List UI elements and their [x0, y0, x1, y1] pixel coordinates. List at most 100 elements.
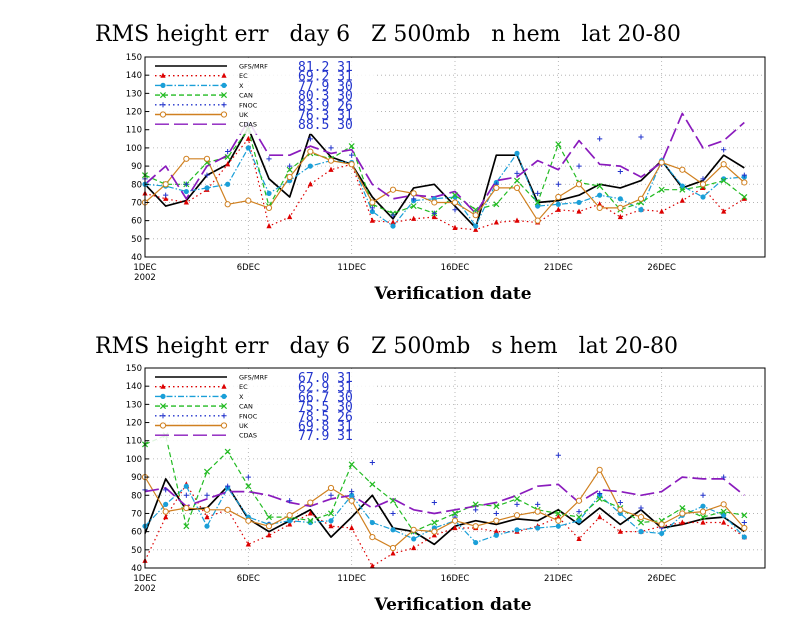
plus-marker [287, 498, 293, 504]
cross-marker [720, 508, 727, 515]
plus-marker [514, 170, 520, 176]
series-markers [141, 121, 748, 232]
plot-frame [144, 56, 766, 258]
cross-marker [472, 206, 479, 213]
circle-marker [514, 150, 520, 156]
cross-marker [159, 92, 167, 99]
triangle-marker [160, 72, 166, 78]
cross-marker [224, 153, 231, 161]
plus-marker [183, 492, 189, 498]
open-circle-marker [159, 111, 167, 118]
open-circle-marker [617, 506, 624, 513]
circle-marker [369, 519, 375, 526]
series-line-x [144, 147, 745, 227]
open-circle-marker [348, 497, 355, 504]
plus-marker [721, 147, 727, 153]
circle-marker [266, 190, 272, 196]
plus-marker [328, 492, 334, 498]
cross-marker [720, 177, 727, 184]
triangle-marker [659, 208, 665, 214]
open-circle-marker [183, 504, 190, 512]
series-line-uk [144, 469, 745, 549]
cross-marker [348, 461, 355, 468]
cross-marker [493, 201, 500, 208]
plus-marker [576, 509, 582, 515]
cross-marker [513, 177, 521, 184]
x-tick-label: 11DEC [337, 263, 366, 273]
circle-marker [535, 203, 541, 209]
open-circle-marker [555, 517, 562, 524]
open-circle-marker [472, 212, 479, 219]
y-tick-label: 80 [131, 491, 142, 501]
triangle-marker [369, 217, 375, 223]
x-tick-label: 6DEC [237, 574, 260, 584]
open-circle-marker [720, 501, 727, 508]
open-circle-marker [286, 512, 293, 519]
plus-marker [160, 102, 166, 108]
open-circle-marker [410, 526, 417, 533]
circle-marker [287, 518, 293, 524]
y-tick-label: 50 [131, 235, 142, 245]
y-tick-label: 80 [131, 180, 142, 190]
open-circle-marker [596, 466, 603, 473]
plus-marker [555, 452, 561, 458]
triangle-marker [741, 195, 747, 201]
y-tick-label: 120 [126, 108, 142, 118]
open-circle-marker [493, 184, 500, 192]
cross-marker [224, 448, 231, 455]
legend-background [151, 369, 376, 445]
circle-marker [597, 192, 603, 198]
cross-marker [159, 403, 167, 410]
legend-name-x: X [239, 82, 244, 90]
circle-marker [369, 208, 375, 215]
y-tick-label: 140 [126, 382, 142, 392]
open-circle-marker [224, 506, 231, 513]
legend-name-uk: UK [239, 111, 249, 119]
legend-name-uk: UK [239, 422, 249, 430]
open-circle-marker [658, 521, 665, 528]
cross-marker [596, 183, 603, 190]
plus-marker [163, 487, 169, 493]
circle-marker [741, 534, 747, 540]
open-circle-marker [245, 517, 252, 524]
legend-stat-fnoc: 83.9 26 [298, 99, 353, 114]
legend-stat-fnoc: 78.5 26 [298, 410, 353, 425]
open-circle-marker [534, 217, 541, 224]
cross-marker [389, 497, 397, 504]
x-tick-label: 21DEC [544, 574, 573, 584]
y-tick-label: 120 [126, 419, 142, 429]
circle-marker [160, 82, 166, 88]
plus-marker [514, 501, 520, 507]
cross-marker [741, 193, 748, 201]
open-circle-marker [431, 199, 438, 206]
series-line-fnoc [145, 124, 744, 215]
triangle-marker [555, 513, 561, 520]
x-tick-label: 16DEC [441, 574, 470, 584]
y-tick-label: 100 [126, 455, 142, 465]
triangle-marker [349, 524, 355, 531]
open-circle-marker [472, 523, 479, 530]
plus-marker [163, 192, 169, 198]
triangle-marker [245, 135, 251, 141]
legend-stat-can: 75.5 30 [298, 400, 353, 415]
open-circle-marker [679, 510, 686, 517]
legend-stat-gfs: 81.2 31 [298, 60, 353, 75]
plus-marker [452, 207, 458, 213]
circle-marker [514, 527, 520, 533]
triangle-marker [328, 166, 334, 172]
plus-marker [741, 519, 747, 526]
cross-marker [220, 92, 228, 99]
legend-name-cdas: CDAS [239, 432, 257, 440]
legend-stat-x: 77.9 30 [298, 79, 353, 94]
plus-marker [638, 134, 644, 140]
x-tick-year-label: 2002 [134, 584, 156, 594]
triangle-marker [431, 532, 437, 538]
open-circle-marker [699, 181, 707, 188]
plus-marker [617, 499, 623, 506]
series-line-ec [144, 138, 745, 231]
x-tick-label: 26DEC [647, 263, 676, 273]
triangle-marker [163, 195, 169, 201]
triangle-marker [514, 217, 520, 223]
triangle-marker [245, 541, 251, 547]
cross-marker [327, 510, 335, 517]
